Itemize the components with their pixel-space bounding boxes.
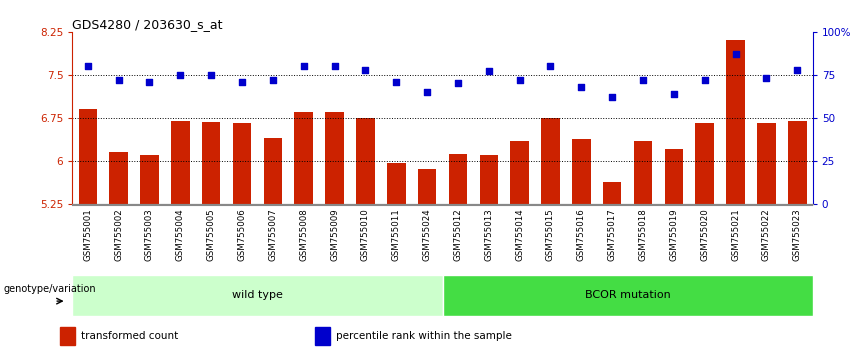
Bar bbox=[72, 275, 443, 316]
Point bbox=[482, 69, 495, 74]
Point bbox=[390, 79, 403, 85]
Bar bbox=[60, 327, 75, 345]
Text: GSM755018: GSM755018 bbox=[638, 209, 648, 262]
Point bbox=[451, 81, 465, 86]
Text: GSM755012: GSM755012 bbox=[454, 209, 462, 262]
Bar bbox=[448, 154, 467, 204]
Text: GSM755023: GSM755023 bbox=[793, 209, 802, 262]
Bar bbox=[603, 182, 621, 204]
Point bbox=[111, 77, 125, 83]
Point bbox=[204, 72, 218, 78]
Bar bbox=[572, 139, 591, 204]
Bar bbox=[479, 155, 498, 204]
Bar bbox=[315, 327, 330, 345]
Point bbox=[174, 72, 187, 78]
Point bbox=[513, 77, 527, 83]
Text: transformed count: transformed count bbox=[81, 331, 178, 341]
Bar bbox=[109, 152, 128, 204]
Bar bbox=[202, 122, 220, 204]
Bar bbox=[665, 149, 683, 204]
Text: GSM755016: GSM755016 bbox=[577, 209, 585, 262]
Bar bbox=[788, 121, 807, 204]
Bar bbox=[695, 124, 714, 204]
Bar bbox=[387, 164, 405, 204]
Point bbox=[605, 94, 619, 100]
Point bbox=[791, 67, 804, 73]
Bar bbox=[541, 118, 560, 204]
Bar bbox=[140, 155, 158, 204]
Bar bbox=[78, 109, 97, 204]
Point bbox=[760, 75, 774, 81]
Text: GSM755015: GSM755015 bbox=[546, 209, 555, 262]
Point bbox=[358, 67, 372, 73]
Text: GSM755017: GSM755017 bbox=[608, 209, 617, 262]
Point bbox=[637, 77, 650, 83]
Text: GSM755008: GSM755008 bbox=[300, 209, 308, 262]
Point bbox=[143, 79, 157, 85]
Text: genotype/variation: genotype/variation bbox=[3, 284, 96, 294]
Bar bbox=[325, 112, 344, 204]
Point bbox=[728, 51, 742, 57]
Text: GSM755020: GSM755020 bbox=[700, 209, 709, 262]
Text: GSM755011: GSM755011 bbox=[391, 209, 401, 262]
Point bbox=[235, 79, 248, 85]
Bar bbox=[171, 121, 190, 204]
Text: GSM755002: GSM755002 bbox=[114, 209, 123, 262]
Text: GSM755006: GSM755006 bbox=[237, 209, 247, 262]
Text: GSM755004: GSM755004 bbox=[176, 209, 185, 262]
Text: GSM755003: GSM755003 bbox=[145, 209, 154, 262]
Bar bbox=[443, 275, 813, 316]
Text: GSM755010: GSM755010 bbox=[361, 209, 370, 262]
Point bbox=[667, 91, 681, 97]
Text: GSM755019: GSM755019 bbox=[670, 209, 678, 261]
Text: BCOR mutation: BCOR mutation bbox=[585, 290, 671, 300]
Text: GSM755007: GSM755007 bbox=[268, 209, 277, 262]
Point bbox=[297, 63, 311, 69]
Bar bbox=[294, 112, 313, 204]
Text: GSM755022: GSM755022 bbox=[762, 209, 771, 262]
Text: GSM755005: GSM755005 bbox=[207, 209, 215, 262]
Text: GDS4280 / 203630_s_at: GDS4280 / 203630_s_at bbox=[72, 18, 223, 31]
Point bbox=[266, 77, 280, 83]
Text: percentile rank within the sample: percentile rank within the sample bbox=[336, 331, 512, 341]
Text: wild type: wild type bbox=[232, 290, 283, 300]
Text: GSM755024: GSM755024 bbox=[423, 209, 431, 262]
Bar bbox=[418, 169, 437, 204]
Bar bbox=[356, 118, 374, 204]
Text: GSM755009: GSM755009 bbox=[330, 209, 339, 261]
Text: GSM755021: GSM755021 bbox=[731, 209, 740, 262]
Bar bbox=[511, 141, 528, 204]
Point bbox=[698, 77, 711, 83]
Bar bbox=[232, 124, 251, 204]
Point bbox=[81, 63, 94, 69]
Text: GSM755001: GSM755001 bbox=[83, 209, 92, 262]
Bar bbox=[726, 40, 745, 204]
Text: GSM755013: GSM755013 bbox=[484, 209, 494, 262]
Text: GSM755014: GSM755014 bbox=[515, 209, 524, 262]
Point bbox=[420, 89, 434, 95]
Point bbox=[574, 84, 588, 90]
Bar bbox=[264, 138, 282, 204]
Point bbox=[544, 63, 557, 69]
Bar bbox=[634, 141, 652, 204]
Bar bbox=[757, 124, 775, 204]
Point bbox=[328, 63, 341, 69]
